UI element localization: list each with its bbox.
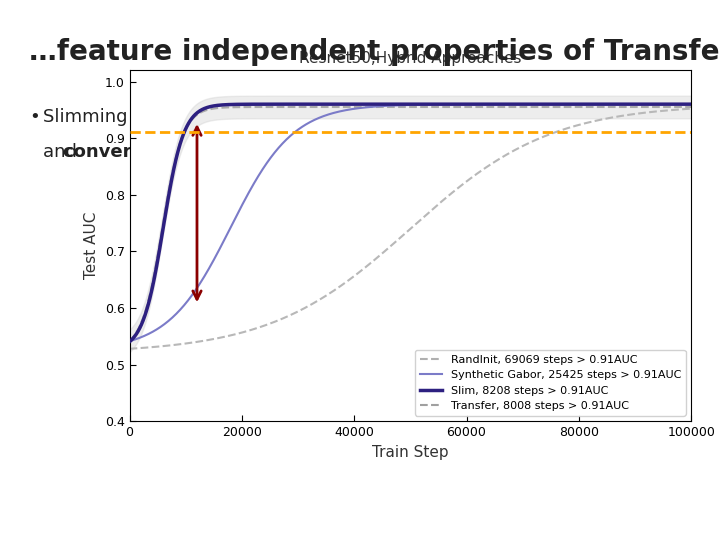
Text: Computer Aided Medical Procedures: Computer Aided Medical Procedures: [122, 515, 350, 528]
Legend: RandInit, 69069 steps > 0.91AUC, Synthetic Gabor, 25425 steps > 0.91AUC, Slim, 8: RandInit, 69069 steps > 0.91AUC, Synthet…: [415, 350, 685, 416]
Text: CAMP: CAMP: [30, 526, 50, 532]
Y-axis label: Test AUC: Test AUC: [84, 212, 99, 279]
Text: Slimming the large models(like Resnet50) provides the same: Slimming the large models(like Resnet50)…: [0, 539, 1, 540]
Text: convergence speed: convergence speed: [63, 143, 259, 161]
Text: performance: performance: [332, 108, 462, 126]
Text: •: •: [29, 108, 40, 126]
X-axis label: Train Step: Train Step: [372, 444, 449, 460]
Text: …feature independent properties of Transfer Learning: …feature independent properties of Trans…: [29, 38, 720, 66]
Text: Slimming the large models(like Resnet50) provides the same: Slimming the large models(like Resnet50)…: [43, 108, 600, 126]
Title: Resnet50,Hybrid Approaches: Resnet50,Hybrid Approaches: [299, 51, 522, 66]
Text: S: S: [32, 500, 47, 519]
Text: March 12, 2021: March 12, 2021: [608, 515, 706, 528]
Text: and: and: [43, 143, 83, 161]
Text: to transfer learning: to transfer learning: [150, 143, 330, 161]
